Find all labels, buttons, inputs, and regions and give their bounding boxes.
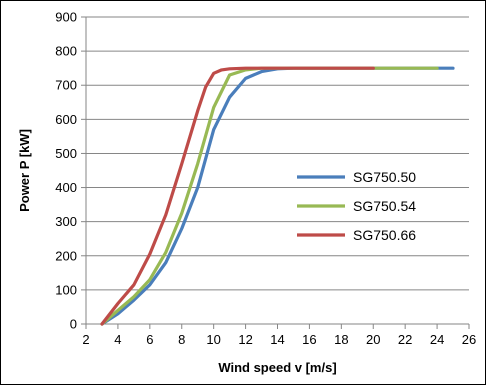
x-tick-label: 8 <box>178 332 185 347</box>
x-tick-label: 16 <box>302 332 316 347</box>
legend-label: SG750.66 <box>353 227 416 243</box>
x-tick-label: 10 <box>206 332 220 347</box>
x-tick-label: 24 <box>430 332 444 347</box>
y-tick-label: 400 <box>55 180 77 195</box>
x-tick-label: 18 <box>334 332 348 347</box>
legend-label: SG750.50 <box>353 169 416 185</box>
y-tick-label: 300 <box>55 214 77 229</box>
series-lines <box>100 66 455 326</box>
x-tick-label: 6 <box>146 332 153 347</box>
y-tick-label: 600 <box>55 112 77 127</box>
y-tick-label: 500 <box>55 146 77 161</box>
legend-label: SG750.54 <box>353 198 416 214</box>
series-line-sg750-50 <box>100 66 455 326</box>
series-line-sg750-54 <box>100 66 439 326</box>
x-tick-label: 26 <box>462 332 476 347</box>
y-tick-label: 700 <box>55 78 77 93</box>
y-tick-label: 800 <box>55 44 77 59</box>
y-axis-title: Power P [kW] <box>17 129 32 212</box>
y-tick-label: 900 <box>55 10 77 25</box>
y-tick-label: 100 <box>55 282 77 297</box>
axes <box>81 16 470 329</box>
y-tick-label: 0 <box>70 317 77 332</box>
gridlines <box>86 16 469 291</box>
y-tick-label: 200 <box>55 248 77 263</box>
series-line-sg750-66 <box>100 66 375 326</box>
legend: SG750.50 SG750.54 SG750.66 <box>297 169 416 243</box>
x-tick-label: 2 <box>82 332 89 347</box>
x-tick-label: 4 <box>114 332 121 347</box>
x-tick-label: 12 <box>238 332 252 347</box>
x-tick-label: 14 <box>270 332 284 347</box>
x-axis-title: Wind speed v [m/s] <box>218 360 336 375</box>
x-tick-label: 20 <box>366 332 380 347</box>
x-tick-label: 22 <box>398 332 412 347</box>
